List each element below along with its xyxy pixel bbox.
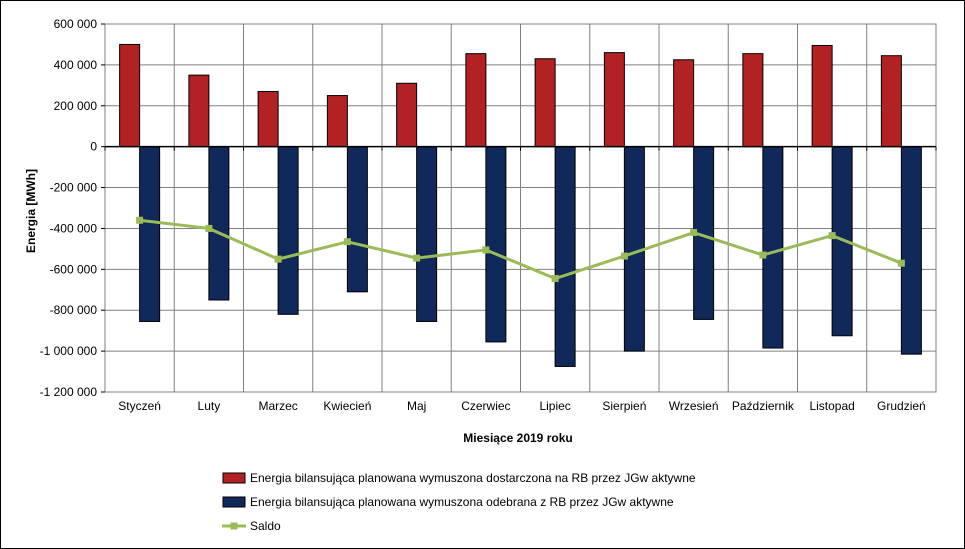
- bar-dostarczona: [811, 44, 833, 148]
- y-tick-label: -1 200 000: [40, 385, 98, 399]
- bar-odebrana: [554, 146, 576, 367]
- x-tick-label: Czerwiec: [461, 399, 510, 413]
- saldo-point: [343, 238, 351, 246]
- y-tick-label: 600 000: [54, 17, 98, 31]
- y-tick-label: -600 000: [50, 262, 98, 276]
- y-tick-label: -400 000: [50, 221, 98, 235]
- bar-odebrana: [208, 146, 230, 301]
- y-tick-label: -200 000: [50, 181, 98, 195]
- bar-dostarczona: [603, 52, 625, 148]
- x-tick-label: Październik: [732, 399, 795, 413]
- bar-odebrana: [346, 146, 368, 293]
- x-tick-label: Marzec: [258, 399, 297, 413]
- zero-axis: [104, 145, 937, 151]
- bar-odebrana: [416, 146, 438, 322]
- bar-dostarczona: [326, 95, 348, 148]
- saldo-point: [136, 216, 144, 224]
- y-tick-labels: 600 000 400 000 200 000 0 -200 000 -400 000 -6…: [40, 17, 98, 399]
- bar-dostarczona: [119, 43, 141, 148]
- bar-dostarczona: [465, 53, 487, 148]
- bar-dostarczona: [188, 74, 210, 148]
- legend-swatch: [222, 472, 246, 484]
- legend: Energia bilansująca planowana wymuszona …: [222, 471, 696, 533]
- x-tick-label: Luty: [198, 399, 221, 413]
- y-tick-label: 400 000: [54, 58, 98, 72]
- bar-odebrana: [277, 146, 299, 315]
- x-axis-title: Miesiące 2019 roku: [463, 431, 572, 445]
- x-tick-label: Maj: [407, 399, 426, 413]
- bar-odebrana: [762, 146, 784, 349]
- bar-odebrana: [485, 146, 507, 343]
- x-tick-label: Wrzesień: [669, 399, 719, 413]
- bar-odebrana: [139, 146, 161, 322]
- saldo-point: [274, 255, 282, 263]
- bar-odebrana: [900, 146, 922, 355]
- y-tick-label: -800 000: [50, 303, 98, 317]
- saldo-point: [690, 229, 698, 237]
- saldo-point: [828, 232, 836, 240]
- legend-label: Saldo: [250, 519, 281, 533]
- saldo-polyline: [139, 218, 902, 281]
- bars: [119, 43, 922, 367]
- saldo-point: [205, 224, 213, 232]
- bar-dostarczona: [257, 90, 279, 148]
- legend-label: Energia bilansująca planowana wymuszona …: [250, 495, 674, 509]
- legend-marker: [230, 522, 238, 530]
- y-tick-label: -1 000 000: [40, 344, 98, 358]
- legend-swatch: [222, 496, 246, 508]
- saldo-point: [620, 252, 628, 260]
- saldo-point: [897, 259, 905, 267]
- x-tick-label: Sierpień: [602, 399, 646, 413]
- y-tick-label: 0: [90, 140, 97, 154]
- bar-dostarczona: [880, 55, 902, 148]
- y-axis-title: Energia [MWh]: [24, 169, 38, 253]
- x-tick-label: Styczeń: [118, 399, 161, 413]
- saldo-point: [482, 246, 490, 254]
- bar-dostarczona: [742, 53, 764, 148]
- saldo-point: [413, 254, 421, 262]
- x-tick-label: Lipiec: [539, 399, 570, 413]
- bar-dostarczona: [673, 59, 695, 148]
- bar-dostarczona: [396, 82, 418, 148]
- y-tick-label: 200 000: [54, 99, 98, 113]
- x-tick-label: Kwiecień: [323, 399, 371, 413]
- saldo-point: [551, 275, 559, 283]
- saldo-line: [136, 216, 905, 283]
- x-tick-label: Listopad: [809, 399, 854, 413]
- bar-dostarczona: [534, 58, 556, 148]
- x-tick-label: Grudzień: [877, 399, 926, 413]
- saldo-point: [759, 251, 767, 259]
- x-tick-labels: Styczeń Luty Marzec Kwiecień Maj Czerwiec Lipi…: [118, 399, 925, 413]
- legend-label: Energia bilansująca planowana wymuszona …: [250, 471, 696, 485]
